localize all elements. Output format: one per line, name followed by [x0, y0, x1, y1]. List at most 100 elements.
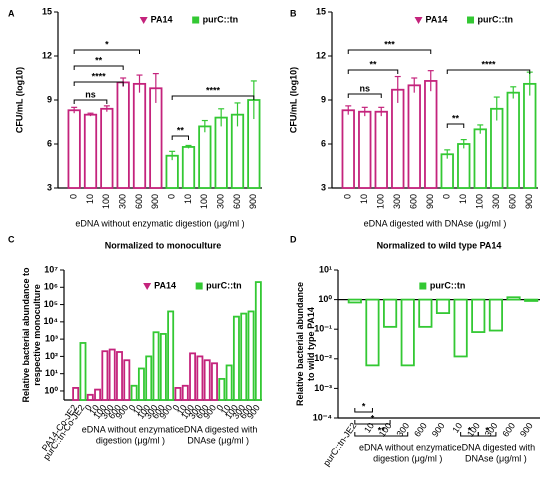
significance-label: ****: [206, 85, 221, 95]
significance-label: **: [452, 113, 460, 123]
legend-label: purC::tn: [203, 14, 239, 24]
bar: [214, 116, 228, 189]
bar: [198, 125, 212, 189]
x-tick-label: 100: [199, 194, 209, 209]
x-tick-label: 0: [127, 403, 138, 413]
x-axis-label: eDNA without enzymatic digestion (μg/ml …: [75, 218, 244, 228]
x-tick-label: 0: [83, 403, 94, 413]
bar: [453, 298, 468, 358]
bar: [490, 107, 504, 189]
bar: [232, 315, 240, 401]
x-tick-label: 600: [232, 194, 242, 209]
x-tick-label: 600: [500, 421, 517, 439]
x-tick-label: 600: [508, 194, 518, 209]
x-tick-label: 600: [412, 421, 429, 439]
bar: [100, 107, 114, 189]
y-axis-label: to wild type PA14: [306, 307, 316, 381]
y-tick-label: 10²: [45, 351, 58, 361]
group-label: DNAse (μg/ml ): [187, 435, 249, 445]
x-tick-label: 0: [69, 194, 79, 199]
legend-label: PA14: [154, 280, 176, 290]
y-tick-label: 10⁻³: [314, 383, 332, 393]
bar: [374, 110, 388, 189]
significance-label: ****: [481, 59, 496, 69]
bar: [247, 310, 255, 401]
significance-bracket: [73, 65, 124, 70]
y-axis-label: Relative bacterial abundance to: [21, 267, 31, 403]
significance-bracket: [171, 95, 255, 100]
y-tick-label: 15: [316, 6, 326, 16]
panel-letter: C: [8, 234, 15, 244]
bar: [116, 351, 123, 401]
y-tick-label: 6: [47, 138, 52, 148]
x-tick-label: 10: [359, 194, 369, 204]
bar: [506, 296, 521, 301]
x-tick-label: 10: [87, 403, 101, 417]
x-tick-label: 900: [518, 421, 535, 439]
group-label: eDNA digested with: [179, 424, 258, 434]
bar: [86, 393, 94, 401]
significance-label: **: [95, 55, 103, 65]
y-axis-label: CFU/mL (log10): [288, 67, 298, 133]
legend-marker: [139, 17, 148, 24]
bar: [341, 109, 355, 189]
group-label: eDNA digested with: [457, 442, 536, 452]
x-tick-label: 10: [175, 403, 189, 417]
legend-label: PA14: [151, 14, 173, 24]
bar: [130, 384, 138, 401]
group-label: eDNA without enzymatic: [359, 442, 457, 452]
x-tick-label: 900: [430, 421, 447, 439]
x-tick-label: 0: [343, 194, 353, 199]
bar: [407, 84, 421, 189]
bar: [149, 87, 163, 189]
x-tick-label: 300: [392, 194, 402, 209]
significance-label: **: [378, 425, 386, 435]
significance-bracket: [73, 81, 124, 86]
bar: [347, 298, 362, 304]
y-tick-label: 10³: [45, 333, 58, 343]
significance-bracket: [171, 135, 189, 140]
bar: [473, 128, 487, 189]
y-tick-label: 10⁰: [44, 385, 58, 395]
bar: [218, 377, 226, 401]
bar: [365, 298, 380, 367]
significance-label: ***: [384, 39, 395, 49]
bar: [137, 367, 145, 401]
significance-label: **: [177, 125, 185, 135]
x-tick-label: 300: [491, 194, 501, 209]
bar: [203, 359, 211, 401]
group-label: digestion (μg/ml ): [96, 435, 165, 445]
bar: [424, 80, 438, 189]
y-tick-label: 10¹: [319, 264, 332, 274]
bar: [189, 352, 197, 401]
bar: [211, 362, 218, 401]
x-axis-label: eDNA digested with DNAse (μg/ml ): [364, 218, 507, 228]
x-tick-label: 300: [118, 194, 128, 209]
y-axis-label: CFU/mL (log10): [14, 67, 24, 133]
bar: [391, 88, 405, 189]
x-tick-label: 10: [183, 194, 193, 204]
y-tick-label: 9: [321, 94, 326, 104]
x-tick-label: 600: [409, 194, 419, 209]
y-tick-label: 10⁷: [44, 264, 58, 274]
significance-bracket: [347, 93, 382, 98]
legend-marker: [195, 282, 203, 290]
significance-label: ns: [85, 89, 96, 99]
y-tick-label: 10⁶: [44, 282, 58, 292]
bar: [145, 355, 153, 401]
y-axis-label: respective monoculture: [32, 284, 42, 386]
x-tick-label: 900: [524, 194, 534, 209]
legend-marker: [414, 17, 423, 24]
bar: [254, 281, 262, 401]
bar: [471, 298, 486, 333]
significance-bracket: [446, 69, 531, 74]
bar: [83, 113, 98, 189]
y-tick-label: 9: [47, 94, 52, 104]
x-tick-label: 900: [248, 194, 258, 209]
y-tick-label: 12: [42, 50, 52, 60]
significance-bracket: [347, 49, 432, 54]
x-tick-label: 0: [442, 194, 452, 199]
significance-bracket: [73, 49, 140, 54]
bar: [181, 384, 189, 401]
